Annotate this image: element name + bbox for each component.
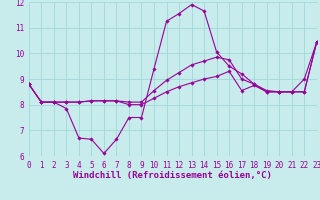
X-axis label: Windchill (Refroidissement éolien,°C): Windchill (Refroidissement éolien,°C): [73, 171, 272, 180]
